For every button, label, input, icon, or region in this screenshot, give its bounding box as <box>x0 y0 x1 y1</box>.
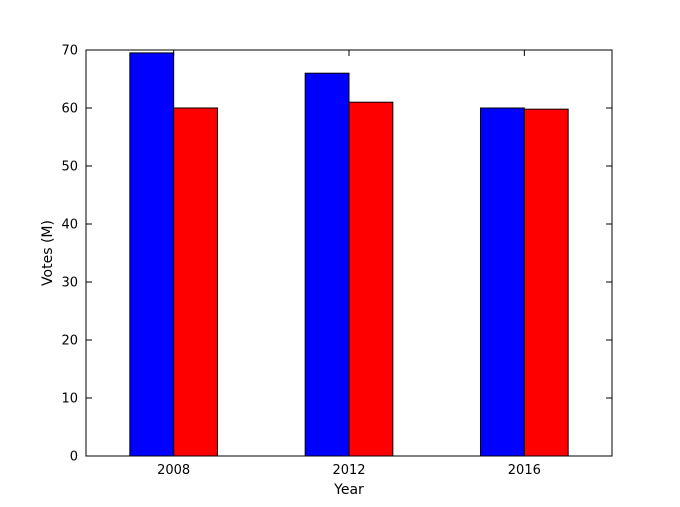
y-tick-label-70: 70 <box>61 44 78 59</box>
x-tick-label-2008: 2008 <box>157 463 190 478</box>
y-axis-label: Votes (M) <box>40 220 56 286</box>
x-axis-label: Year <box>333 482 364 498</box>
y-tick-label-40: 40 <box>61 218 78 233</box>
bar-2012-series-2 <box>348 101 394 457</box>
y-tick-label-20: 20 <box>61 334 78 349</box>
y-tick-label-10: 10 <box>61 392 78 407</box>
bar-2008-series-1 <box>129 52 175 457</box>
y-tick-label-0: 0 <box>70 450 78 465</box>
bar-2016-series-1 <box>480 107 525 457</box>
bar-2008-series-2 <box>173 107 219 457</box>
bars-layer <box>129 52 569 457</box>
x-tick-label-2012: 2012 <box>332 463 365 478</box>
ticks-layer: 0 10 20 30 40 50 60 70 2008 2012 2016 <box>61 44 612 478</box>
y-tick-label-50: 50 <box>61 160 78 175</box>
y-tick-label-30: 30 <box>61 276 78 291</box>
y-tick-label-60: 60 <box>61 102 78 117</box>
x-tick-label-2016: 2016 <box>508 463 541 478</box>
bar-2012-series-1 <box>304 72 350 457</box>
bar-2016-series-2 <box>523 108 569 457</box>
